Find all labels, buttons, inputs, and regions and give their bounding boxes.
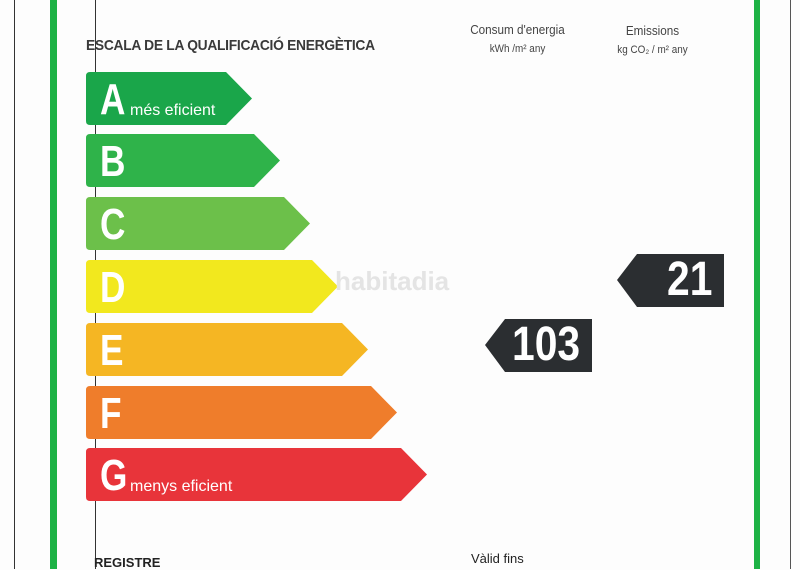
rating-description: més eficient	[130, 102, 216, 119]
rating-bar-a: A més eficient	[86, 72, 252, 125]
rating-bar-c: C	[86, 197, 310, 250]
emissions-unit: kg CO₂ / m² any	[617, 44, 688, 56]
energy-value-marker: 103	[485, 318, 592, 372]
rating-bar-b: B	[86, 134, 280, 187]
rating-letter: C	[100, 200, 126, 249]
rating-letter: A	[100, 75, 126, 124]
energy-value: 103	[511, 318, 580, 371]
border-line-right	[790, 0, 791, 569]
emissions-header: Emissions kg CO₂ / m² any	[601, 22, 705, 59]
bar-shape	[86, 323, 368, 376]
bar-shape	[86, 134, 280, 187]
rating-bar-g: G menys eficient	[86, 448, 427, 501]
rating-letter: F	[100, 389, 122, 438]
rating-letter: E	[100, 326, 124, 375]
scale-title: ESCALA DE LA QUALIFICACIÓ ENERGÈTICA	[86, 37, 375, 54]
rating-bar-f: F	[86, 386, 397, 439]
bar-shape	[86, 386, 397, 439]
emissions-value: 21	[666, 253, 712, 306]
bar-shape	[86, 448, 427, 501]
rating-description: menys eficient	[130, 478, 233, 495]
green-frame-left	[50, 0, 57, 569]
border-line-left	[14, 0, 15, 569]
bar-shape	[86, 197, 310, 250]
rating-letter: B	[100, 137, 126, 186]
emissions-heading: Emissions	[625, 23, 680, 38]
valid-until-label: Vàlid fins	[471, 551, 524, 566]
registre-label: REGISTRE	[94, 555, 161, 570]
green-frame-right	[754, 0, 760, 569]
rating-letter: D	[100, 263, 126, 312]
bar-shape	[86, 260, 338, 313]
energy-header: Consum d'energia kWh /m² any	[461, 21, 574, 58]
rating-bar-e: E	[86, 323, 368, 376]
rating-bar-d: D	[86, 260, 338, 313]
energy-heading: Consum d'energia	[470, 22, 565, 37]
bar-shape	[86, 72, 252, 125]
watermark: habitadia	[335, 266, 450, 296]
rating-letter: G	[100, 451, 128, 500]
energy-unit: kWh /m² any	[489, 43, 546, 55]
emissions-value-marker: 21	[617, 253, 724, 307]
